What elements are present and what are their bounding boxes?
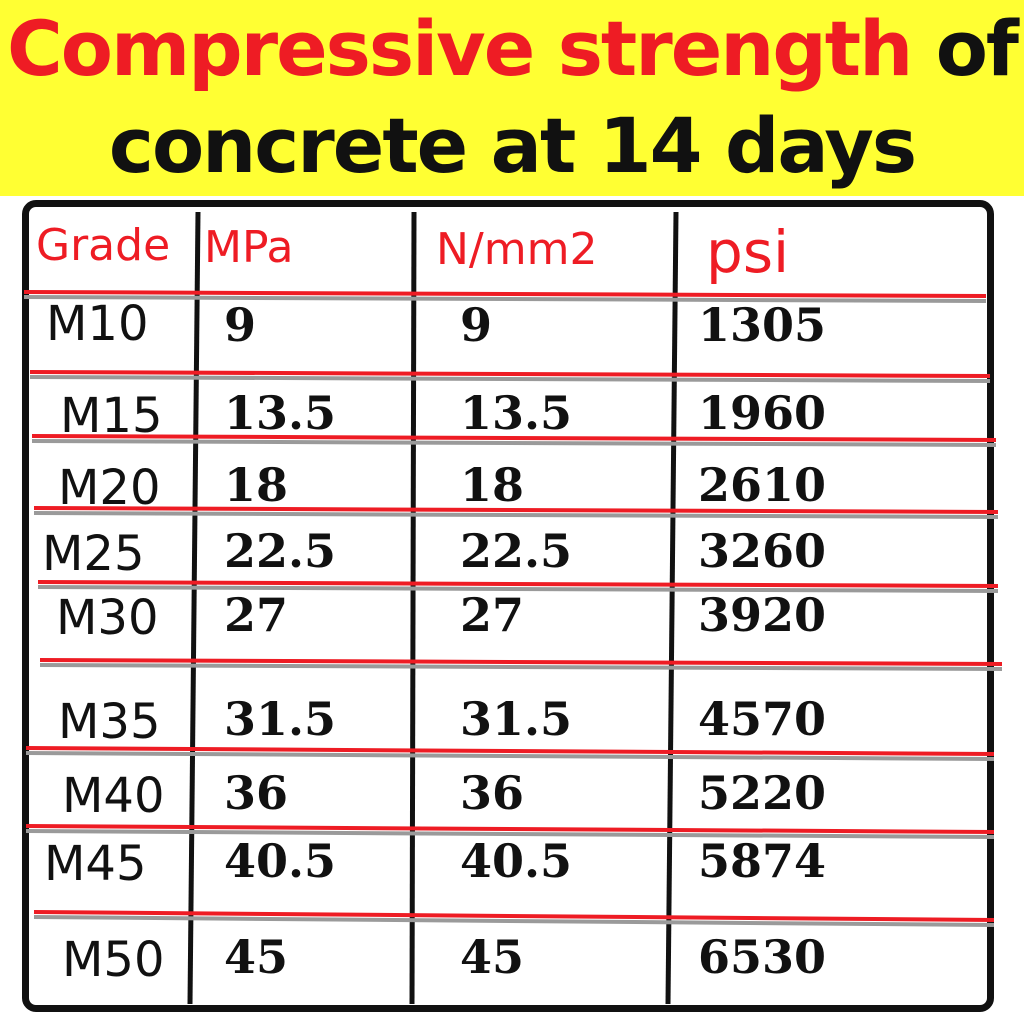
cell-mpa-m45: 40.5 bbox=[224, 834, 337, 888]
header-psi: psi bbox=[706, 218, 790, 286]
cell-psi-m40: 5220 bbox=[698, 766, 827, 820]
cell-grade-m50: M50 bbox=[62, 932, 165, 988]
cell-nmm2-m40: 36 bbox=[460, 766, 525, 820]
row-divider-6 bbox=[39, 658, 1003, 666]
cell-nmm2-m25: 22.5 bbox=[460, 524, 573, 578]
column-separator-3 bbox=[665, 211, 679, 1005]
row-divider-shadow-1 bbox=[23, 295, 987, 303]
cell-grade-m30: M30 bbox=[56, 590, 159, 646]
header-mpa: MPa bbox=[204, 222, 294, 273]
row-divider-3 bbox=[31, 434, 997, 442]
title-line-2: concrete at 14 days bbox=[108, 101, 917, 190]
cell-mpa-m35: 31.5 bbox=[224, 692, 337, 746]
cell-grade-m40: M40 bbox=[62, 768, 165, 824]
row-divider-9 bbox=[33, 910, 995, 922]
row-divider-shadow-5 bbox=[37, 585, 999, 593]
cell-nmm2-m35: 31.5 bbox=[460, 692, 573, 746]
cell-nmm2-m45: 40.5 bbox=[460, 834, 573, 888]
header-grade: Grade bbox=[36, 220, 171, 271]
row-divider-shadow-4 bbox=[33, 511, 999, 519]
cell-grade-m45: M45 bbox=[44, 836, 147, 892]
cell-psi-m30: 3920 bbox=[698, 588, 827, 642]
cell-grade-m15: M15 bbox=[60, 388, 163, 444]
cell-nmm2-m50: 45 bbox=[460, 930, 525, 984]
cell-mpa-m40: 36 bbox=[224, 766, 289, 820]
cell-mpa-m20: 18 bbox=[224, 458, 289, 512]
title-line-1: Compressive strength of bbox=[0, 4, 1024, 94]
cell-nmm2-m15: 13.5 bbox=[460, 386, 573, 440]
cell-psi-m25: 3260 bbox=[698, 524, 827, 578]
row-divider-7 bbox=[25, 746, 995, 756]
cell-grade-m35: M35 bbox=[58, 694, 161, 750]
row-divider-8 bbox=[25, 824, 995, 834]
cell-nmm2-m10: 9 bbox=[460, 298, 493, 352]
column-separator-2 bbox=[409, 211, 417, 1005]
cell-psi-m10: 1305 bbox=[698, 298, 827, 352]
cell-nmm2-m30: 27 bbox=[460, 588, 525, 642]
cell-mpa-m50: 45 bbox=[224, 930, 289, 984]
column-separator-1 bbox=[187, 211, 201, 1005]
row-divider-1 bbox=[23, 290, 987, 298]
row-divider-shadow-7 bbox=[25, 751, 995, 761]
cell-psi-m50: 6530 bbox=[698, 930, 827, 984]
cell-mpa-m25: 22.5 bbox=[224, 524, 337, 578]
header-nmm2: N/mm2 bbox=[436, 224, 598, 275]
strength-table-frame bbox=[22, 200, 994, 1012]
row-divider-2 bbox=[29, 370, 991, 378]
row-divider-shadow-3 bbox=[31, 439, 997, 447]
cell-mpa-m10: 9 bbox=[224, 298, 257, 352]
cell-grade-m20: M20 bbox=[58, 460, 161, 516]
cell-grade-m25: M25 bbox=[42, 526, 145, 582]
row-divider-5 bbox=[37, 580, 999, 588]
row-divider-shadow-2 bbox=[29, 375, 991, 383]
title-banner: Compressive strength of concrete at 14 d… bbox=[0, 0, 1024, 196]
title-red-part: Compressive strength bbox=[7, 4, 913, 93]
cell-psi-m45: 5874 bbox=[698, 834, 827, 888]
cell-nmm2-m20: 18 bbox=[460, 458, 525, 512]
cell-grade-m10: M10 bbox=[46, 296, 149, 352]
row-divider-4 bbox=[33, 506, 999, 514]
cell-psi-m15: 1960 bbox=[698, 386, 827, 440]
row-divider-shadow-6 bbox=[39, 663, 1003, 671]
row-divider-shadow-8 bbox=[25, 829, 995, 839]
title-black-part: of bbox=[935, 4, 1019, 93]
cell-psi-m20: 2610 bbox=[698, 458, 827, 512]
row-divider-shadow-9 bbox=[33, 915, 995, 927]
cell-mpa-m30: 27 bbox=[224, 588, 289, 642]
cell-mpa-m15: 13.5 bbox=[224, 386, 337, 440]
cell-psi-m35: 4570 bbox=[698, 692, 827, 746]
